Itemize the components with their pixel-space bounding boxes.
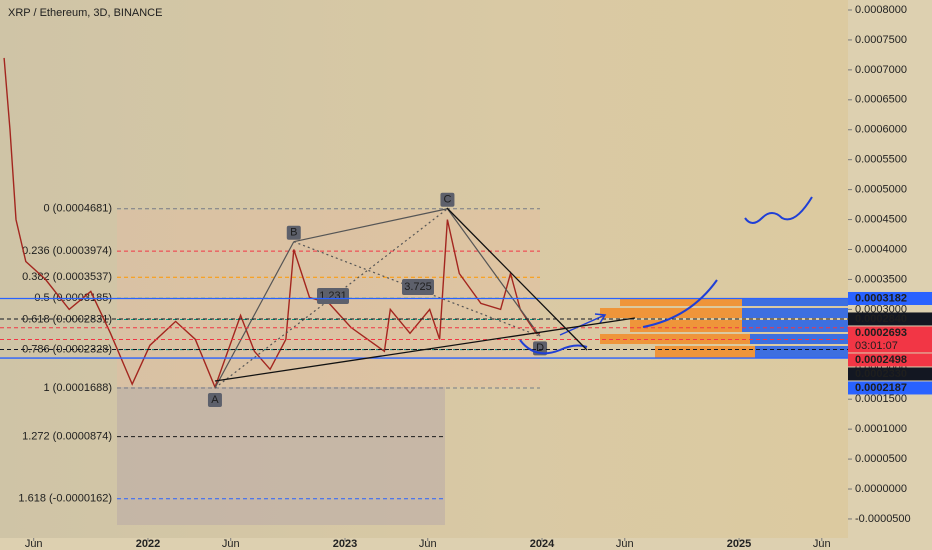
y-tick-label: 0.0000000 (855, 483, 907, 495)
trend-line (214, 317, 636, 382)
profile-bar (620, 298, 742, 306)
price-tag (848, 367, 932, 381)
profile-bar (600, 308, 742, 318)
y-tick-label: 0.0003000 (855, 303, 907, 315)
pattern-point-label: D (536, 342, 544, 354)
price-axis (848, 0, 932, 550)
price-tag (848, 312, 932, 326)
price-line (3, 57, 540, 390)
pattern-line (446, 208, 541, 337)
price-tag-label: 0.0002840 (855, 313, 907, 325)
hand-drawn-curve (519, 339, 588, 355)
marks: 0.0008000 0.0007500 0.0007000 0.0006500 0.00… (0, 4, 932, 550)
pattern-line (293, 208, 448, 243)
pattern-point-label: C (443, 194, 451, 206)
chart-title: XRP / Ethereum, 3D, BINANCE (8, 7, 162, 19)
time-axis (0, 538, 848, 550)
fib-label: 1.618 (-0.0000162) (18, 493, 112, 505)
profile-bar (742, 320, 848, 332)
x-tick-label: Jun (25, 538, 43, 550)
x-tick-label: 2022 (136, 538, 160, 550)
projection-zone (117, 387, 445, 525)
fib-label: 0.236 (0.0003974) (22, 245, 112, 257)
pattern-point-label: A (211, 394, 219, 406)
price-tag-label: 0.0003182 (855, 292, 907, 304)
fib-label: 0.786 (0.0002328) (22, 344, 112, 356)
y-tick-label: 0.0004000 (855, 243, 907, 255)
pattern-point-label: B (290, 227, 297, 239)
y-tick-label: 0.0003500 (855, 273, 907, 285)
y-tick-label: 0.0005500 (855, 154, 907, 166)
trend-line (446, 207, 588, 351)
y-tick-label: 0.0004500 (855, 213, 907, 225)
ratio-label: 1.231 (319, 290, 347, 302)
pattern-point (207, 392, 222, 407)
hand-drawn-curve (744, 196, 813, 224)
ratio-label: 3.725 (404, 281, 432, 293)
fib-label: 1.272 (0.0000874) (22, 431, 112, 443)
profile-bar (742, 308, 848, 318)
profile-bar (655, 346, 755, 358)
price-tag-label: 0.0002498 (855, 354, 907, 366)
fib-label: 0.382 (0.0003537) (22, 271, 112, 283)
y-tick-label: 0.0000500 (855, 453, 907, 465)
y-tick-label: -0.0000500 (855, 513, 911, 525)
x-tick-label: 2023 (333, 538, 357, 550)
y-tick-label: 0.0001000 (855, 423, 907, 435)
price-tag-label: 0.0002187 (855, 382, 907, 394)
y-tick-label: 0.0007000 (855, 64, 907, 76)
price-tag (848, 326, 932, 353)
hand-drawn-curve (642, 279, 718, 328)
x-tick-label: Jun (616, 538, 634, 550)
price-tag (848, 291, 932, 305)
y-tick-label: 0.0008000 (855, 4, 907, 16)
pattern-point (286, 225, 301, 240)
price-tag-label: 0.0002330 (855, 368, 907, 380)
price-tag (848, 381, 932, 395)
pattern-point (440, 192, 455, 207)
profile-bar (742, 298, 848, 306)
fib-label: 0.618 (0.0002831) (22, 313, 112, 325)
arrow (559, 313, 607, 336)
x-tick-label: Jun (419, 538, 437, 550)
ratio-box (317, 288, 349, 304)
ratio-box (402, 279, 434, 295)
x-tick-label: Jun (813, 538, 831, 550)
price-tag-label: 0.0002693 (855, 327, 907, 339)
y-tick-label: 0.0001500 (855, 393, 907, 405)
x-tick-label: Jun (222, 538, 240, 550)
fib-label: 0 (0.0004681) (44, 203, 113, 215)
y-tick-label: 0.0006500 (855, 94, 907, 106)
x-tick-label: 2025 (727, 538, 751, 550)
y-tick-label: 0.0006000 (855, 124, 907, 136)
countdown: 03:01:07 (855, 340, 898, 352)
profile-bar (755, 346, 848, 358)
y-tick-label: 0.0007500 (855, 34, 907, 46)
y-tick-label: 0.0005000 (855, 184, 907, 196)
pattern-line (214, 241, 295, 389)
price-tag (848, 353, 932, 367)
fib-label: 1 (0.0001688) (44, 382, 113, 394)
x-tick-label: 2024 (530, 538, 555, 550)
